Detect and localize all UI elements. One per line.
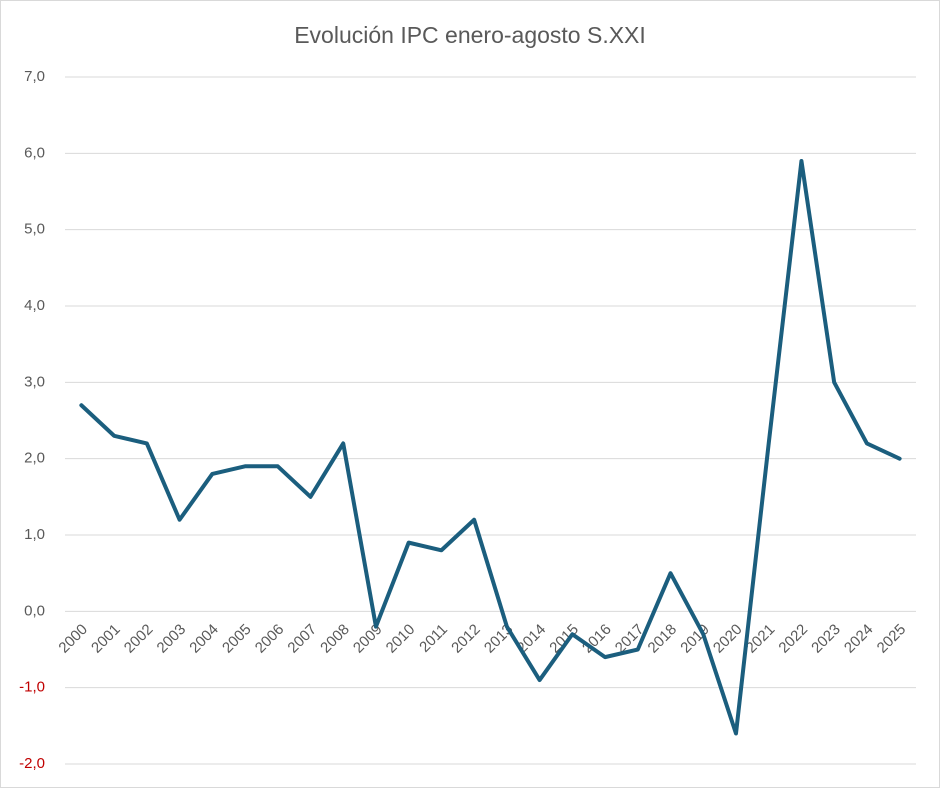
chart-title: Evolución IPC enero-agosto S.XXI — [294, 22, 646, 48]
y-tick-label: -1,0 — [19, 679, 45, 696]
y-tick-label: -2,0 — [19, 755, 45, 772]
line-series — [79, 158, 902, 736]
y-tick-label: 2,0 — [24, 450, 45, 467]
y-tick-label: 3,0 — [24, 373, 45, 390]
y-tick-label: 7,0 — [24, 68, 45, 85]
y-tick-label: 5,0 — [24, 221, 45, 238]
y-tick-label: 4,0 — [24, 297, 45, 314]
y-tick-label: 6,0 — [24, 144, 45, 161]
y-tick-label: 1,0 — [24, 526, 45, 543]
y-tick-label: 0,0 — [24, 602, 45, 619]
